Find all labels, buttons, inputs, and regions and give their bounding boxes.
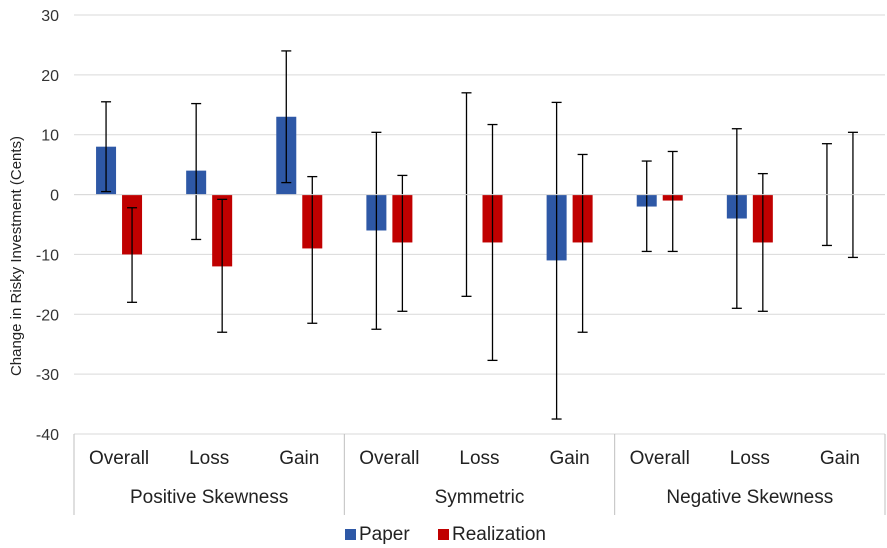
legend-label: Paper	[359, 524, 410, 545]
category-label: Overall	[359, 448, 419, 469]
legend-swatch-paper	[345, 529, 356, 540]
legend-label: Realization	[452, 524, 546, 545]
category-label: Loss	[189, 448, 229, 469]
x-axis	[73, 194, 886, 515]
group-labels: Positive Skewness Symmetric Negative Skewn…	[130, 487, 833, 508]
category-label: Gain	[279, 448, 319, 469]
error-bars	[101, 50, 858, 420]
bars	[96, 116, 773, 267]
y-tick-label: 10	[41, 128, 59, 145]
group-label: Symmetric	[435, 487, 525, 508]
category-label: Loss	[459, 448, 499, 469]
legend-swatch-realization	[438, 529, 449, 540]
group-label: Positive Skewness	[130, 487, 288, 508]
y-tick-label: 20	[41, 68, 59, 85]
category-label: Gain	[550, 448, 590, 469]
category-label: Loss	[730, 448, 770, 469]
y-tick-label: -40	[36, 427, 59, 444]
y-axis-label: Change in Risky Investment (Cents)	[8, 136, 25, 376]
legend: Paper Realization	[345, 524, 546, 545]
category-label: Overall	[89, 448, 149, 469]
y-tick-label: 0	[50, 188, 59, 205]
y-tick-label: -20	[36, 307, 59, 324]
y-tick-label: -10	[36, 247, 59, 264]
y-tick-labels: -40 -30 -20 -10 0 10 20 30	[36, 8, 59, 444]
group-label: Negative Skewness	[666, 487, 833, 508]
category-label: Overall	[630, 448, 690, 469]
y-tick-label: 30	[41, 8, 59, 25]
y-tick-label: -30	[36, 367, 59, 384]
category-label: Gain	[820, 448, 860, 469]
category-labels: Overall Loss Gain Overall Loss Gain Overall Los…	[89, 448, 860, 469]
